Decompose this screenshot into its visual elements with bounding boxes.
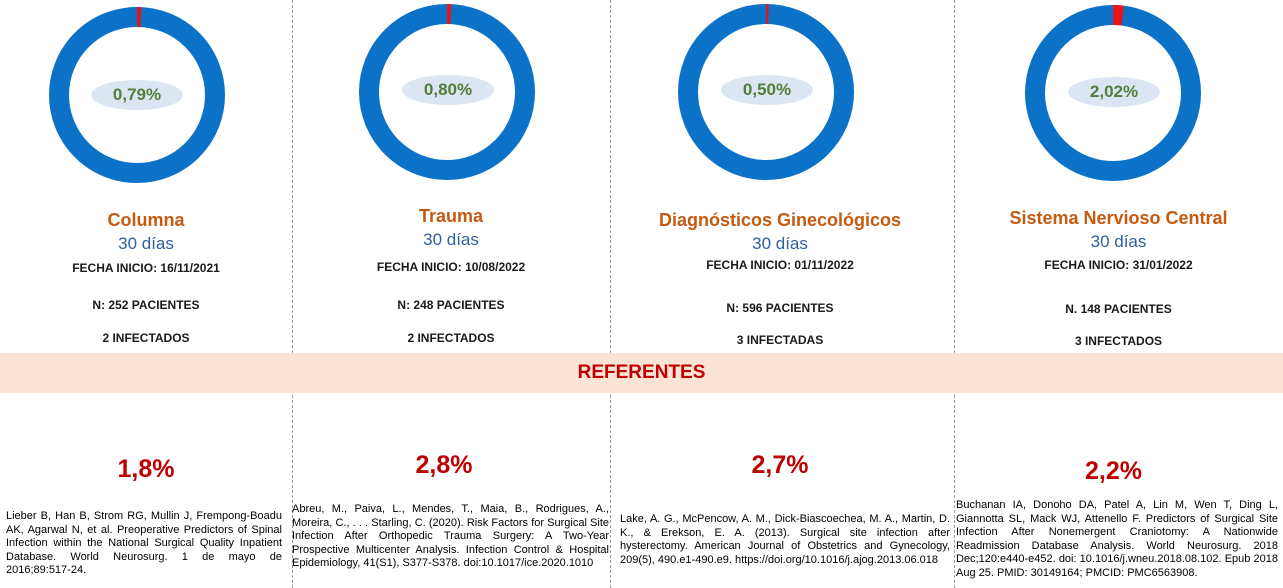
card-days: 30 días bbox=[752, 234, 808, 253]
referent-columna: 1,8% Lieber B, Han B, Strom RG, Mullin J… bbox=[0, 0, 292, 588]
referent-rate: 1,8% bbox=[117, 455, 175, 483]
infectados-count: 3 INFECTADAS bbox=[736, 333, 824, 347]
rate-pill: 2,02% bbox=[1068, 77, 1160, 107]
pacientes-count: N: 252 PACIENTES bbox=[92, 298, 200, 312]
rate-pill: 0,50% bbox=[721, 75, 813, 105]
referentes-band bbox=[0, 353, 1283, 393]
referentes-title: REFERENTES bbox=[577, 362, 706, 383]
rate-pill: 0,80% bbox=[402, 75, 494, 105]
card-days: 30 días bbox=[118, 234, 174, 253]
infectados-count: 2 INFECTADOS bbox=[407, 331, 495, 345]
referent-rate: 2,7% bbox=[751, 451, 809, 479]
card-columna: 0,79% Columna 30 días FECHA INICIO: 16/1… bbox=[0, 0, 292, 588]
referent-trauma: 2,8% Abreu, M., Paiva, L., Mendes, T., M… bbox=[292, 0, 610, 588]
donut-chart bbox=[1025, 5, 1201, 181]
fecha-inicio: FECHA INICIO: 10/08/2022 bbox=[376, 260, 526, 274]
pacientes-count: N. 148 PACIENTES bbox=[1065, 302, 1172, 316]
card-title: Columna bbox=[107, 210, 185, 230]
referent-ginecologicos: 2,7% Lake, A. G., McPencow, A. M., Dick-… bbox=[610, 0, 954, 588]
referent-snc: 2,2% Buchanan IA, Donoho DA, Patel A, Li… bbox=[954, 0, 1283, 588]
card-days: 30 días bbox=[423, 230, 479, 249]
referent-citation: Lake, A. G., McPencow, A. M., Dick-Biasc… bbox=[620, 513, 950, 566]
donut-chart bbox=[678, 4, 854, 180]
card-snc: 2,02% Sistema Nervioso Central 30 días F… bbox=[954, 0, 1283, 588]
column-divider bbox=[292, 0, 293, 588]
column-divider bbox=[610, 0, 611, 588]
pacientes-count: N: 248 PACIENTES bbox=[397, 298, 505, 312]
donut-chart bbox=[359, 4, 535, 180]
infectados-count: 3 INFECTADOS bbox=[1074, 334, 1163, 348]
infectados-count: 2 INFECTADOS bbox=[102, 331, 190, 345]
referent-citation: Buchanan IA, Donoho DA, Patel A, Lin M, … bbox=[956, 499, 1278, 579]
card-title: Trauma bbox=[418, 206, 484, 226]
pacientes-count: N: 596 PACIENTES bbox=[726, 301, 834, 315]
rate-pill: 0,79% bbox=[91, 80, 183, 110]
card-trauma: 0,80% Trauma 30 días FECHA INICIO: 10/08… bbox=[292, 0, 610, 588]
donut-chart bbox=[49, 7, 225, 183]
card-title: Diagnósticos Ginecológicos bbox=[658, 210, 902, 230]
referent-citation: Abreu, M., Paiva, L., Mendes, T., Maia, … bbox=[292, 503, 609, 569]
referent-rate: 2,8% bbox=[415, 451, 473, 479]
column-divider bbox=[954, 0, 955, 588]
fecha-inicio: FECHA INICIO: 01/11/2022 bbox=[706, 258, 854, 272]
card-title: Sistema Nervioso Central bbox=[1009, 208, 1228, 228]
donut-infected-segment bbox=[1112, 5, 1125, 26]
card-days: 30 días bbox=[1090, 232, 1147, 251]
card-ginecologicos: 0,50% Diagnósticos Ginecológicos 30 días… bbox=[610, 0, 954, 588]
fecha-inicio: FECHA INICIO: 31/01/2022 bbox=[1044, 258, 1193, 272]
referent-citation: Lieber B, Han B, Strom RG, Mullin J, Fre… bbox=[6, 510, 282, 576]
fecha-inicio: FECHA INICIO: 16/11/2021 bbox=[72, 261, 220, 275]
referent-rate: 2,2% bbox=[1085, 457, 1142, 485]
